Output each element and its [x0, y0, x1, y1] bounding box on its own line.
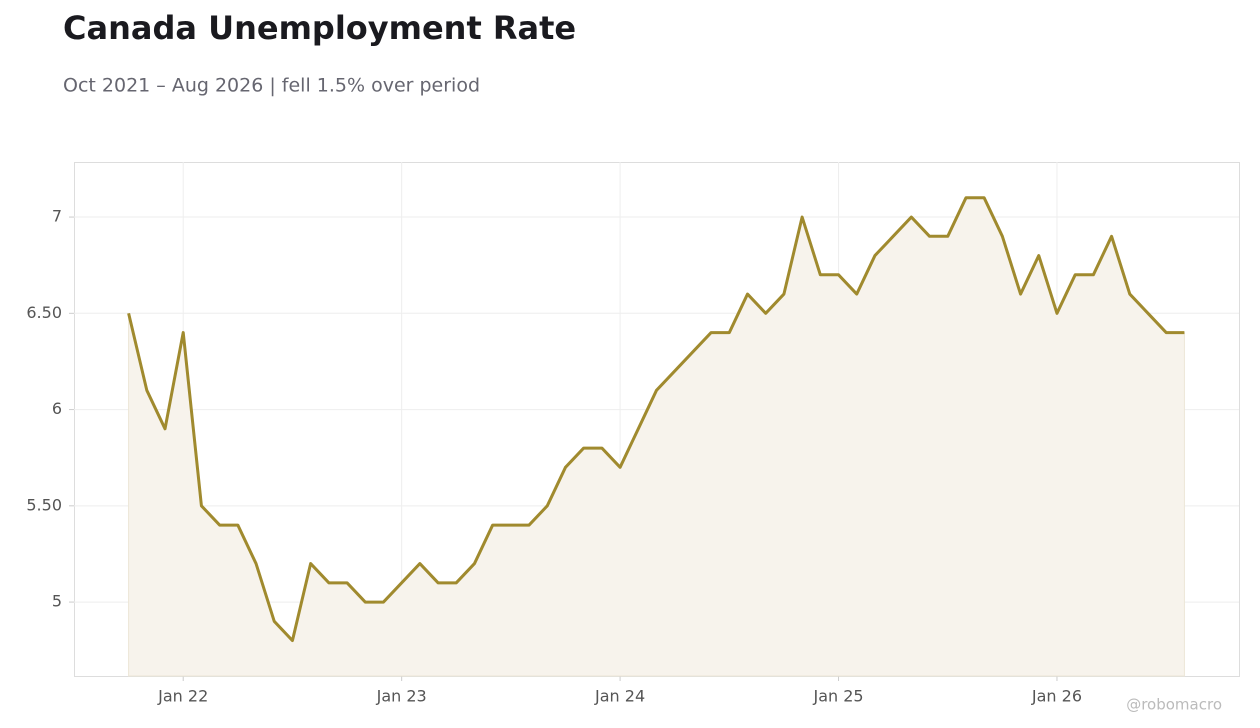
y-tick-label: 6 — [52, 399, 62, 418]
credit: @robomacro — [1126, 696, 1222, 714]
x-tick-label: Jan 26 — [1031, 687, 1082, 706]
x-tick-label: Jan 22 — [157, 687, 208, 706]
chart-title: Canada Unemployment Rate — [63, 9, 576, 47]
y-tick-label: 5 — [52, 592, 62, 611]
x-tick-label: Jan 24 — [594, 687, 645, 706]
y-tick-label: 5.50 — [26, 495, 62, 514]
chart-subtitle: Oct 2021 – Aug 2026 | fell 1.5% over per… — [63, 75, 480, 97]
area — [128, 197, 1185, 677]
x-tick-label: Jan 23 — [376, 687, 427, 706]
line — [127, 196, 1185, 643]
y-tick-label: 7 — [52, 207, 62, 226]
y-tick-label: 6.50 — [26, 303, 62, 322]
x-tick-label: Jan 25 — [812, 687, 863, 706]
